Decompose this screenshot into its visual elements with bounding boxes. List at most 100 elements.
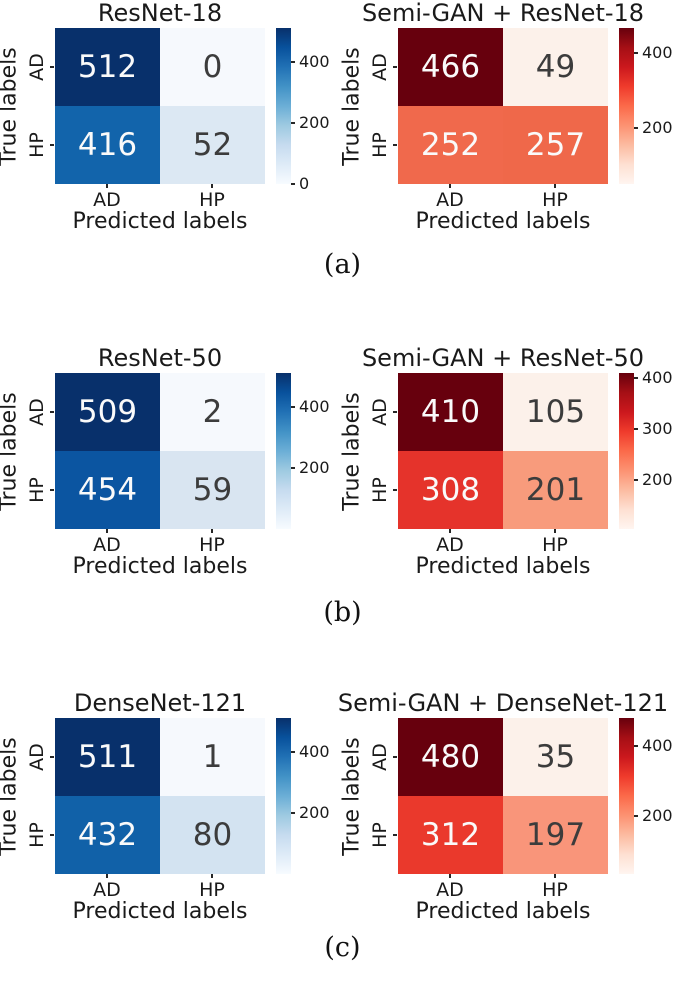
y-axis-label: True labels <box>339 46 365 166</box>
cell-hp-ad: 454 <box>55 451 160 529</box>
cell-ad-ad: 410 <box>398 373 503 451</box>
figure-title: Semi-GAN + ResNet-50 <box>361 344 645 372</box>
tick-mark <box>634 745 638 748</box>
colorbar-tick: 400 <box>291 54 330 70</box>
figure-semi-gan-resnet18: Semi-GAN + ResNet-18 True labels AD HP 4… <box>339 0 685 236</box>
tick-mark <box>291 183 295 185</box>
y-tick-label-hp: HP <box>369 822 391 848</box>
colorbar-tick: 0 <box>291 176 309 192</box>
cell-ad-hp: 1 <box>160 718 265 796</box>
colorbar-tick: 400 <box>291 398 330 415</box>
confusion-matrix: 509 2 454 59 <box>55 373 265 529</box>
cell-ad-hp: 35 <box>503 718 608 796</box>
subfigure-caption-c: (c) <box>324 932 361 963</box>
cell-ad-ad: 466 <box>398 28 503 106</box>
figure-title: Semi-GAN + DenseNet-121 <box>337 689 669 717</box>
tick-mark <box>634 815 638 818</box>
subfigure-row-b: ResNet-50 True labels AD HP 509 2 454 59… <box>0 344 685 581</box>
x-tick-mark <box>554 184 556 188</box>
colorbar-tick: 200 <box>634 119 673 136</box>
cell-ad-ad: 511 <box>55 718 160 796</box>
y-tick-label-hp: HP <box>369 477 391 503</box>
colorbar-ticks: 400 200 <box>634 28 685 184</box>
x-axis-label: Predicted labels <box>415 899 591 924</box>
y-tick-mark <box>393 66 397 68</box>
y-axis-label: True labels <box>339 391 365 511</box>
y-tick-mark <box>393 144 397 146</box>
y-tick-mark <box>50 66 54 68</box>
y-tick-mark <box>393 756 397 758</box>
y-tick-mark <box>50 489 54 491</box>
colorbar-tick: 200 <box>634 808 673 824</box>
x-axis-label: Predicted labels <box>72 209 248 234</box>
figure-title: ResNet-50 <box>97 344 223 372</box>
colorbar-tick: 400 <box>291 744 330 760</box>
x-axis-label: Predicted labels <box>72 899 248 924</box>
colorbar-blues <box>276 373 291 529</box>
colorbar-tick: 200 <box>634 472 673 488</box>
cell-ad-hp: 0 <box>160 28 265 106</box>
x-tick-label-hp: HP <box>199 189 225 211</box>
confusion-matrix: 511 1 432 80 <box>55 718 265 874</box>
cell-hp-ad: 308 <box>398 451 503 529</box>
tick-mark <box>291 122 295 125</box>
x-tick-label-hp: HP <box>542 879 568 901</box>
cell-ad-hp: 49 <box>503 28 608 106</box>
y-tick-mark <box>393 411 397 413</box>
x-tick-label-hp: HP <box>199 534 225 556</box>
cell-ad-ad: 509 <box>55 373 160 451</box>
y-tick-label-hp: HP <box>26 132 48 158</box>
x-tick-label-ad: AD <box>436 534 464 556</box>
cell-hp-hp: 52 <box>160 106 265 184</box>
confusion-matrix: 410 105 308 201 <box>398 373 608 529</box>
cell-hp-hp: 201 <box>503 451 608 529</box>
confusion-matrix: 466 49 252 257 <box>398 28 608 184</box>
y-tick-mark <box>50 834 54 836</box>
x-tick-mark <box>106 529 108 533</box>
x-tick-label-ad: AD <box>93 189 121 211</box>
cell-hp-hp: 80 <box>160 796 265 874</box>
x-tick-mark <box>554 529 556 533</box>
cell-hp-hp: 59 <box>160 451 265 529</box>
x-tick-label-ad: AD <box>436 189 464 211</box>
cell-ad-hp: 2 <box>160 373 265 451</box>
x-tick-mark <box>211 529 213 533</box>
colorbar-tick: 200 <box>291 460 330 476</box>
figure-semi-gan-densenet121: Semi-GAN + DenseNet-121 True labels AD H… <box>338 689 685 926</box>
cell-hp-ad: 252 <box>398 106 503 184</box>
x-tick-mark <box>449 529 451 533</box>
y-tick-label-ad: AD <box>26 398 49 426</box>
x-tick-mark <box>554 874 556 878</box>
colorbar-tick: 400 <box>634 738 673 754</box>
cell-ad-hp: 105 <box>503 373 608 451</box>
x-tick-label-hp: HP <box>542 189 568 211</box>
y-axis-label: True labels <box>0 736 22 856</box>
x-tick-mark <box>211 874 213 878</box>
y-tick-label-hp: HP <box>26 477 48 503</box>
x-tick-label-ad: AD <box>93 879 121 901</box>
confusion-matrix: 480 35 312 197 <box>398 718 608 874</box>
x-axis-label: Predicted labels <box>415 554 591 579</box>
cell-hp-ad: 312 <box>398 796 503 874</box>
colorbar-ticks: 400 200 <box>291 718 343 874</box>
figure-title: ResNet-18 <box>97 0 223 27</box>
cell-hp-ad: 416 <box>55 106 160 184</box>
y-tick-mark <box>393 489 397 491</box>
x-tick-mark <box>449 874 451 878</box>
tick-mark <box>291 405 295 408</box>
tick-mark <box>291 467 295 470</box>
colorbar-reds <box>619 718 634 874</box>
colorbar-ticks: 400 300 200 <box>634 370 685 529</box>
y-axis-label: True labels <box>0 391 22 511</box>
colorbar-ticks: 400 200 <box>634 718 685 874</box>
x-tick-label-ad: AD <box>436 879 464 901</box>
colorbar-tick: 200 <box>291 805 330 821</box>
figure-title: Semi-GAN + ResNet-18 <box>361 0 645 27</box>
y-tick-label-hp: HP <box>26 822 48 848</box>
y-tick-label-ad: AD <box>369 53 392 81</box>
y-tick-mark <box>50 144 54 146</box>
colorbar-tick: 200 <box>291 115 330 131</box>
y-tick-mark <box>393 834 397 836</box>
y-tick-label-hp: HP <box>369 132 391 158</box>
subfigure-caption-b: (b) <box>323 597 362 628</box>
